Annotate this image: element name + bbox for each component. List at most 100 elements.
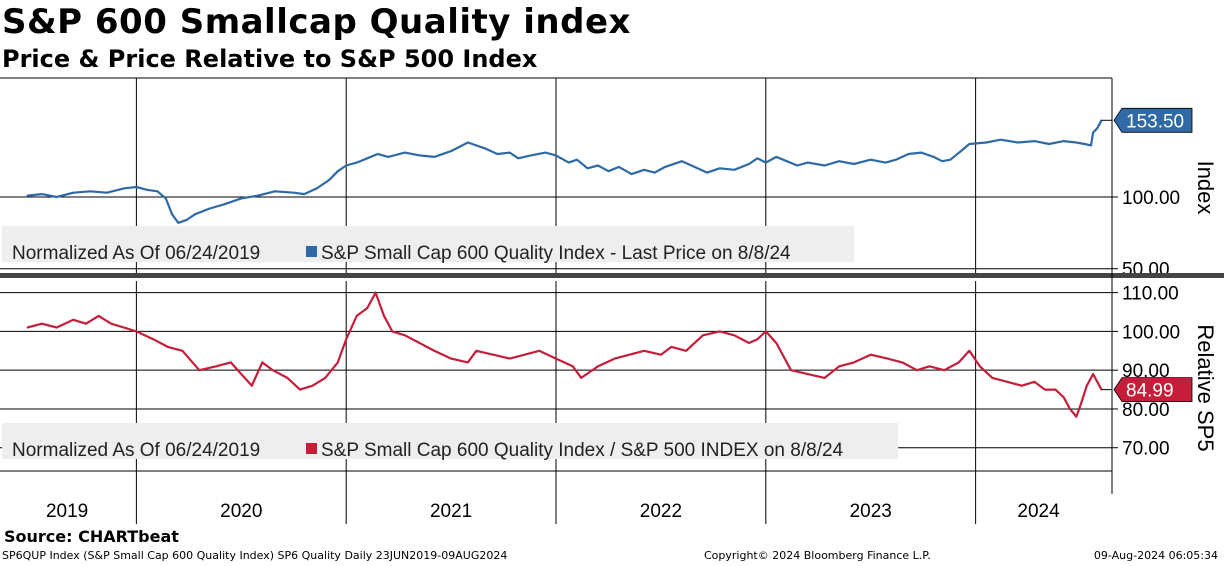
last-value-badge — [1113, 377, 1193, 403]
data-point — [387, 156, 389, 158]
data-point — [597, 164, 599, 167]
data-point — [968, 349, 971, 352]
series-line — [27, 291, 1103, 418]
data-point — [55, 196, 58, 198]
data-point — [544, 151, 547, 154]
data-point — [555, 154, 557, 157]
data-point — [1075, 415, 1078, 418]
data-point — [895, 158, 897, 161]
x-tick-label: 2021 — [430, 501, 472, 522]
data-point — [450, 150, 452, 152]
data-point — [1054, 388, 1057, 391]
data-point — [643, 349, 645, 352]
data-point — [517, 157, 520, 160]
data-point — [838, 160, 841, 162]
data-point — [418, 342, 421, 344]
data-point — [660, 353, 662, 356]
legend-label: S&P Small Cap 600 Quality Index / S&P 50… — [321, 440, 844, 461]
data-point — [345, 338, 347, 340]
data-point — [404, 334, 406, 337]
copyright-note: Copyright© 2024 Bloomberg Finance L.P. — [704, 549, 931, 562]
data-point — [229, 361, 232, 364]
legend-swatch — [306, 443, 317, 454]
data-point — [164, 197, 167, 200]
data-point — [630, 173, 633, 175]
data-point — [475, 349, 478, 352]
x-tick-label: 2024 — [1017, 501, 1060, 522]
data-point — [418, 154, 421, 157]
data-point — [949, 158, 952, 161]
data-point — [336, 170, 339, 172]
data-point — [41, 322, 43, 325]
data-point — [292, 191, 295, 194]
series-line — [27, 119, 1103, 224]
data-point — [756, 338, 759, 340]
legend: Normalized As Of 06/24/2019 S&P Small Cap… — [2, 423, 898, 461]
y-tick-label: 110.00 — [1122, 284, 1179, 305]
data-point — [613, 357, 616, 360]
data-point — [106, 191, 108, 194]
data-point — [538, 349, 541, 352]
data-point — [1083, 143, 1086, 145]
data-point — [122, 326, 125, 329]
legend: Normalized As Of 06/24/2019 S&P Small Cap… — [2, 226, 854, 264]
data-point — [907, 153, 910, 155]
data-point — [240, 373, 243, 375]
data-point — [806, 161, 809, 164]
data-point — [156, 190, 159, 193]
y-tick-label: 90.00 — [1122, 361, 1170, 382]
data-point — [303, 193, 306, 195]
data-point — [85, 322, 87, 325]
data-point — [26, 326, 29, 329]
data-point — [664, 166, 666, 168]
data-point — [567, 161, 570, 164]
legend-prefix: Normalized As Of 06/24/2019 — [12, 243, 260, 264]
data-point — [336, 361, 339, 364]
last-value-label: 84.99 — [1126, 381, 1174, 402]
data-point — [55, 326, 58, 329]
data-point — [41, 193, 43, 195]
data-point — [1006, 381, 1008, 383]
data-point — [509, 357, 511, 360]
data-point — [586, 167, 589, 170]
data-point — [311, 384, 314, 387]
chart-subtitle: Price & Price Relative to S&P 500 Index — [2, 45, 538, 73]
data-point — [685, 349, 687, 352]
data-point — [706, 171, 708, 174]
data-point — [250, 384, 253, 387]
data-point — [483, 147, 486, 150]
data-point — [135, 186, 138, 188]
data-point — [643, 168, 645, 171]
data-point — [823, 164, 826, 167]
x-tick-label: 2022 — [640, 501, 682, 522]
data-point — [853, 361, 855, 364]
data-point — [571, 365, 574, 368]
data-point — [576, 158, 578, 161]
data-point — [653, 171, 656, 174]
x-tick-label: 2023 — [850, 501, 892, 522]
last-value-tag: 84.99 — [1113, 377, 1193, 403]
data-point — [324, 377, 327, 379]
data-point — [433, 349, 436, 352]
data-point — [1000, 138, 1002, 141]
data-point — [597, 365, 599, 368]
data-point — [869, 158, 872, 161]
data-point — [718, 330, 721, 333]
data-point — [991, 377, 994, 379]
data-point — [1062, 396, 1065, 399]
chart-title: S&P 600 Smallcap Quality index — [2, 2, 631, 42]
data-point — [1062, 140, 1065, 142]
data-point — [1033, 381, 1036, 383]
data-point — [618, 166, 620, 168]
y-tick-label: 80.00 — [1122, 400, 1170, 421]
data-point — [167, 346, 169, 348]
data-point — [355, 315, 358, 317]
data-point — [681, 160, 683, 162]
data-point — [775, 342, 778, 344]
data-point — [404, 151, 406, 154]
data-point — [941, 160, 943, 162]
data-point — [943, 369, 945, 371]
data-point — [345, 164, 347, 167]
